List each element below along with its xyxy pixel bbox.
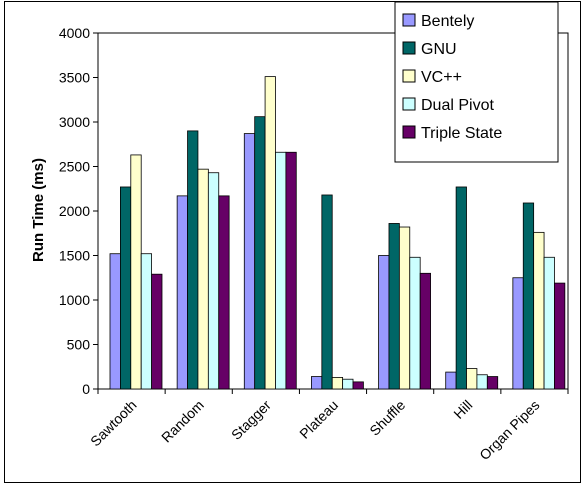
legend-box xyxy=(394,1,559,163)
x-tick-label: Hill xyxy=(450,397,475,422)
bar-vc--hill xyxy=(466,368,478,390)
bar-bentely-sawtooth xyxy=(109,253,121,390)
y-tick-label: 500 xyxy=(67,337,91,353)
x-tick-label: Plateau xyxy=(296,397,341,442)
bar-triple-state-sawtooth xyxy=(151,273,163,390)
bars xyxy=(109,76,566,390)
legend-swatch xyxy=(402,125,416,139)
bar-gnu-sawtooth xyxy=(120,186,132,390)
bar-triple-state-hill xyxy=(486,376,499,390)
legend-label: GNU xyxy=(421,41,457,58)
bar-vc--stagger xyxy=(264,76,276,390)
legend-swatch xyxy=(402,41,416,55)
bar-gnu-random xyxy=(187,130,199,390)
legend: Bentely GNU VC++ Dual Pivot Triple State xyxy=(394,1,559,163)
y-axis-title: Run Time (ms) xyxy=(30,158,47,262)
bar-triple-state-plateau xyxy=(352,381,364,390)
y-tick-label: 4000 xyxy=(59,25,90,41)
bar-bentely-organ-pipes xyxy=(512,277,524,390)
x-tick-label: Shuffle xyxy=(366,397,408,439)
y-tick-label: 0 xyxy=(82,381,90,397)
legend-swatch xyxy=(402,69,416,83)
y-tick-label: 1500 xyxy=(59,248,90,264)
legend-label: Dual Pivot xyxy=(421,97,494,114)
bar-vc--shuffle xyxy=(398,226,411,390)
bar-bentely-shuffle xyxy=(378,255,390,390)
bar-dual-pivot-hill xyxy=(476,374,488,390)
y-tick-label: 2000 xyxy=(59,203,90,219)
legend-swatch xyxy=(402,13,416,27)
bar-vc--organ-pipes xyxy=(533,231,545,390)
bar-gnu-hill xyxy=(455,186,467,390)
bar-dual-pivot-random xyxy=(207,172,220,390)
bar-bentely-stagger xyxy=(243,133,256,390)
bar-bentely-plateau xyxy=(311,376,323,390)
bar-triple-state-random xyxy=(218,195,230,390)
legend-label: VC++ xyxy=(421,69,462,86)
x-tick-label: Stagger xyxy=(228,397,274,443)
bar-vc--sawtooth xyxy=(130,154,142,390)
bar-triple-state-shuffle xyxy=(419,272,431,390)
bar-dual-pivot-plateau xyxy=(342,378,354,390)
x-tick-label: Organ Pipes xyxy=(476,397,542,463)
bar-dual-pivot-sawtooth xyxy=(140,253,152,390)
bar-vc--plateau xyxy=(331,377,344,390)
bar-bentely-hill xyxy=(445,371,457,390)
bar-gnu-stagger xyxy=(254,116,266,390)
bar-dual-pivot-organ-pipes xyxy=(543,256,555,390)
x-tick-label: Sawtooth xyxy=(87,397,140,450)
y-tick-label: 3000 xyxy=(59,114,90,130)
bar-vc--random xyxy=(197,168,209,390)
bar-triple-state-organ-pipes xyxy=(554,282,566,390)
bar-dual-pivot-shuffle xyxy=(409,256,421,390)
bar-gnu-shuffle xyxy=(388,223,400,390)
legend-label: Triple State xyxy=(421,125,502,142)
y-tick-label: 1000 xyxy=(59,292,90,308)
bar-bentely-random xyxy=(176,195,188,390)
y-tick-label: 2500 xyxy=(59,159,90,175)
legend-swatch xyxy=(402,97,416,111)
bar-triple-state-stagger xyxy=(285,151,297,390)
bar-gnu-organ-pipes xyxy=(522,202,535,390)
x-tick-label: Random xyxy=(158,397,207,446)
bar-gnu-plateau xyxy=(321,194,333,390)
y-tick-label: 3500 xyxy=(59,70,90,86)
legend-label: Bentely xyxy=(421,13,474,30)
bar-dual-pivot-stagger xyxy=(275,151,287,390)
